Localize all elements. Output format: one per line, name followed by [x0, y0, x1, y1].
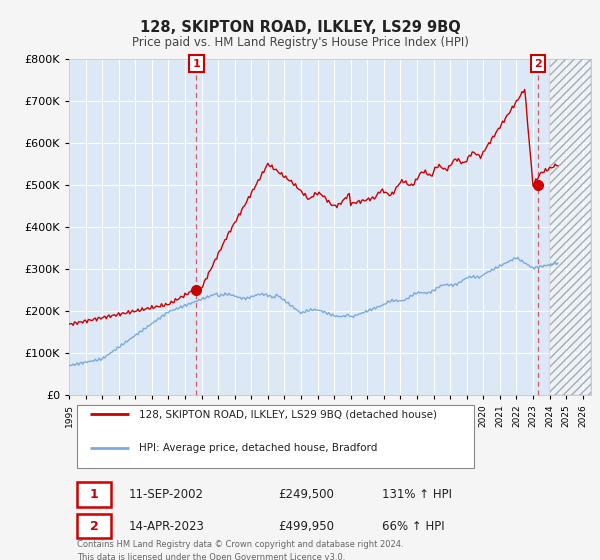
Text: This data is licensed under the Open Government Licence v3.0.: This data is licensed under the Open Gov…	[77, 553, 345, 560]
Text: 128, SKIPTON ROAD, ILKLEY, LS29 9BQ: 128, SKIPTON ROAD, ILKLEY, LS29 9BQ	[140, 20, 460, 35]
Text: 131% ↑ HPI: 131% ↑ HPI	[382, 488, 452, 501]
Text: 2: 2	[534, 59, 542, 69]
Text: 2: 2	[89, 520, 98, 533]
Text: £249,500: £249,500	[278, 488, 334, 501]
Text: HPI: Average price, detached house, Bradford: HPI: Average price, detached house, Brad…	[139, 442, 378, 452]
Text: 1: 1	[89, 488, 98, 501]
Bar	[550, 59, 591, 395]
Bar	[550, 59, 591, 395]
Text: 128, SKIPTON ROAD, ILKLEY, LS29 9BQ (detached house): 128, SKIPTON ROAD, ILKLEY, LS29 9BQ (det…	[139, 409, 437, 419]
Text: 66% ↑ HPI: 66% ↑ HPI	[382, 520, 445, 533]
Text: 1: 1	[193, 59, 200, 69]
Text: £499,950: £499,950	[278, 520, 334, 533]
Text: Price paid vs. HM Land Registry's House Price Index (HPI): Price paid vs. HM Land Registry's House …	[131, 36, 469, 49]
FancyBboxPatch shape	[77, 482, 111, 507]
Text: 11-SEP-2002: 11-SEP-2002	[129, 488, 204, 501]
Text: 14-APR-2023: 14-APR-2023	[129, 520, 205, 533]
FancyBboxPatch shape	[77, 514, 111, 539]
Text: Contains HM Land Registry data © Crown copyright and database right 2024.: Contains HM Land Registry data © Crown c…	[77, 540, 403, 549]
FancyBboxPatch shape	[77, 405, 473, 468]
